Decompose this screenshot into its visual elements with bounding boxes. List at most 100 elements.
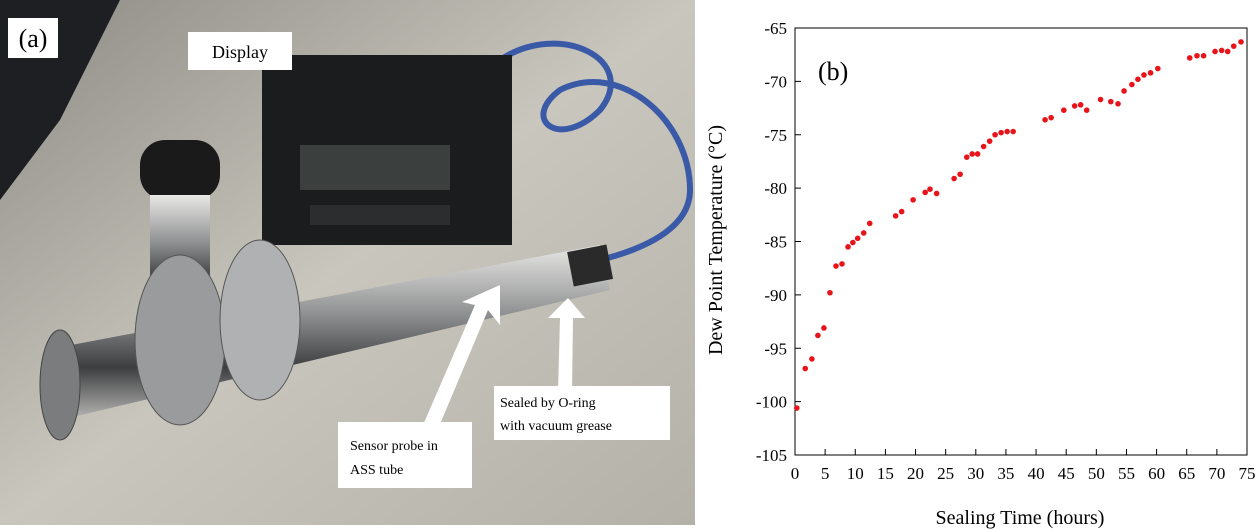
- x-tick-label: 35: [997, 464, 1014, 483]
- label-box: [8, 18, 58, 58]
- x-tick-label: 70: [1208, 464, 1225, 483]
- data-point: [1083, 107, 1090, 113]
- display-screen: [300, 145, 450, 190]
- data-point: [1107, 98, 1114, 105]
- data-point: [1212, 48, 1218, 55]
- data-point: [1224, 48, 1231, 55]
- data-point: [974, 151, 981, 157]
- data-point: [1071, 103, 1078, 109]
- data-point: [1218, 47, 1225, 54]
- data-point: [892, 213, 899, 219]
- data-point: [1238, 39, 1244, 45]
- data-point: [969, 151, 975, 157]
- label-box: [338, 422, 472, 488]
- data-point: [1048, 114, 1054, 121]
- data-point: [1141, 72, 1147, 78]
- cable: [498, 40, 694, 263]
- data-point: [986, 138, 993, 144]
- data-point: [1115, 100, 1121, 107]
- valve-knob: [140, 140, 220, 200]
- data-point: [866, 220, 873, 227]
- y-axis-label: Dew Point Temperature (°C): [705, 125, 727, 355]
- y-tick-label: -105: [756, 446, 787, 465]
- data-point: [1230, 43, 1237, 49]
- x-axis-label: Sealing Time (hours): [936, 507, 1105, 529]
- data-point: [794, 405, 800, 411]
- photo: (a) Display Sensor probe in ASS tube Sea…: [0, 0, 695, 525]
- seal-label: with vacuum grease: [500, 419, 612, 434]
- y-tick-label: -95: [764, 339, 787, 358]
- x-tick-label: 40: [1028, 464, 1045, 483]
- probe-label: Sensor probe in: [350, 439, 438, 454]
- data-point: [1121, 88, 1127, 94]
- x-tick-label: 75: [1239, 464, 1256, 483]
- data-point: [927, 186, 933, 192]
- data-point: [922, 189, 928, 196]
- connector: [567, 244, 614, 287]
- x-tick-label: 50: [1088, 464, 1105, 483]
- y-tick-label: -70: [764, 72, 787, 91]
- data-point: [1155, 65, 1161, 72]
- data-point: [992, 131, 998, 138]
- x-tick-label: 0: [791, 464, 800, 483]
- data-point: [1186, 55, 1193, 61]
- flange: [219, 239, 301, 401]
- arrow: [548, 298, 585, 392]
- data-point: [827, 289, 833, 296]
- display-label: Display: [212, 42, 268, 62]
- data-point: [845, 244, 851, 250]
- data-point: [1077, 102, 1084, 108]
- arrow: [420, 285, 500, 436]
- data-point: [821, 325, 827, 331]
- y-tick-label: -85: [764, 233, 787, 252]
- x-tick-label: 65: [1178, 464, 1195, 483]
- data-point: [809, 356, 815, 362]
- chart: (b) Sealing Time (hours) Dew Point Tempe…: [705, 19, 1256, 529]
- y-tick-label: -80: [764, 179, 787, 198]
- data-point: [802, 365, 809, 372]
- x-tick-label: 45: [1058, 464, 1075, 483]
- data-point: [854, 235, 861, 242]
- x-tick-label: 15: [877, 464, 894, 483]
- data-point: [1147, 70, 1154, 76]
- x-tick-label: 20: [907, 464, 924, 483]
- data-point: [1004, 128, 1010, 135]
- data-point: [963, 154, 970, 160]
- data-point: [957, 171, 963, 178]
- tube-end: [39, 329, 81, 441]
- panel-label: (b): [818, 57, 848, 86]
- data-point: [833, 263, 839, 269]
- y-tick-label: -100: [756, 393, 787, 412]
- x-tick-label: 25: [937, 464, 954, 483]
- probe-label: ASS tube: [350, 463, 403, 478]
- y-tick-label: -65: [764, 19, 787, 38]
- x-tick-label: 5: [821, 464, 830, 483]
- data-point: [1200, 52, 1207, 59]
- y-tick-label: -75: [764, 126, 787, 145]
- display-buttons: [310, 205, 450, 225]
- panel-label: (a): [19, 24, 48, 53]
- data-point: [910, 197, 916, 203]
- data-point: [860, 230, 867, 236]
- data-point: [1135, 76, 1141, 83]
- data-point: [980, 143, 987, 150]
- data-point: [998, 129, 1004, 136]
- data-point: [1194, 52, 1200, 59]
- data-point: [1097, 96, 1104, 103]
- data-point: [839, 261, 845, 267]
- seal-label: Sealed by O-ring: [500, 396, 596, 411]
- flange: [134, 254, 226, 426]
- label-box: [494, 386, 670, 440]
- data-point: [1129, 81, 1135, 88]
- data-point: [850, 239, 856, 246]
- data-point: [1060, 107, 1067, 113]
- x-tick-label: 10: [847, 464, 864, 483]
- data-point: [815, 332, 821, 339]
- data-point: [951, 175, 957, 182]
- y-tick-label: -90: [764, 286, 787, 305]
- label-box: [188, 32, 292, 70]
- x-tick-label: 60: [1148, 464, 1165, 483]
- x-tick-label: 30: [967, 464, 984, 483]
